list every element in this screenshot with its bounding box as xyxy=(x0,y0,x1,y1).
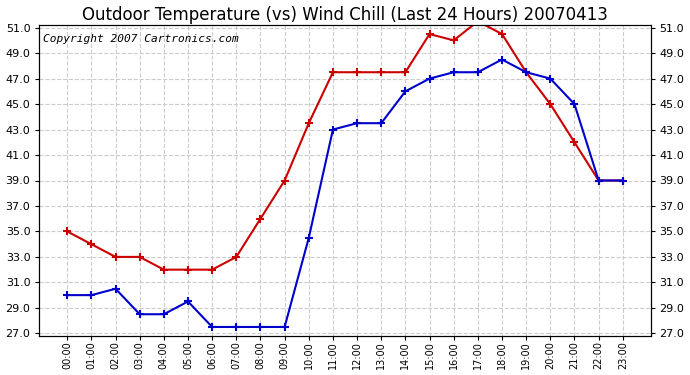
Text: Copyright 2007 Cartronics.com: Copyright 2007 Cartronics.com xyxy=(43,34,238,44)
Title: Outdoor Temperature (vs) Wind Chill (Last 24 Hours) 20070413: Outdoor Temperature (vs) Wind Chill (Las… xyxy=(82,6,608,24)
